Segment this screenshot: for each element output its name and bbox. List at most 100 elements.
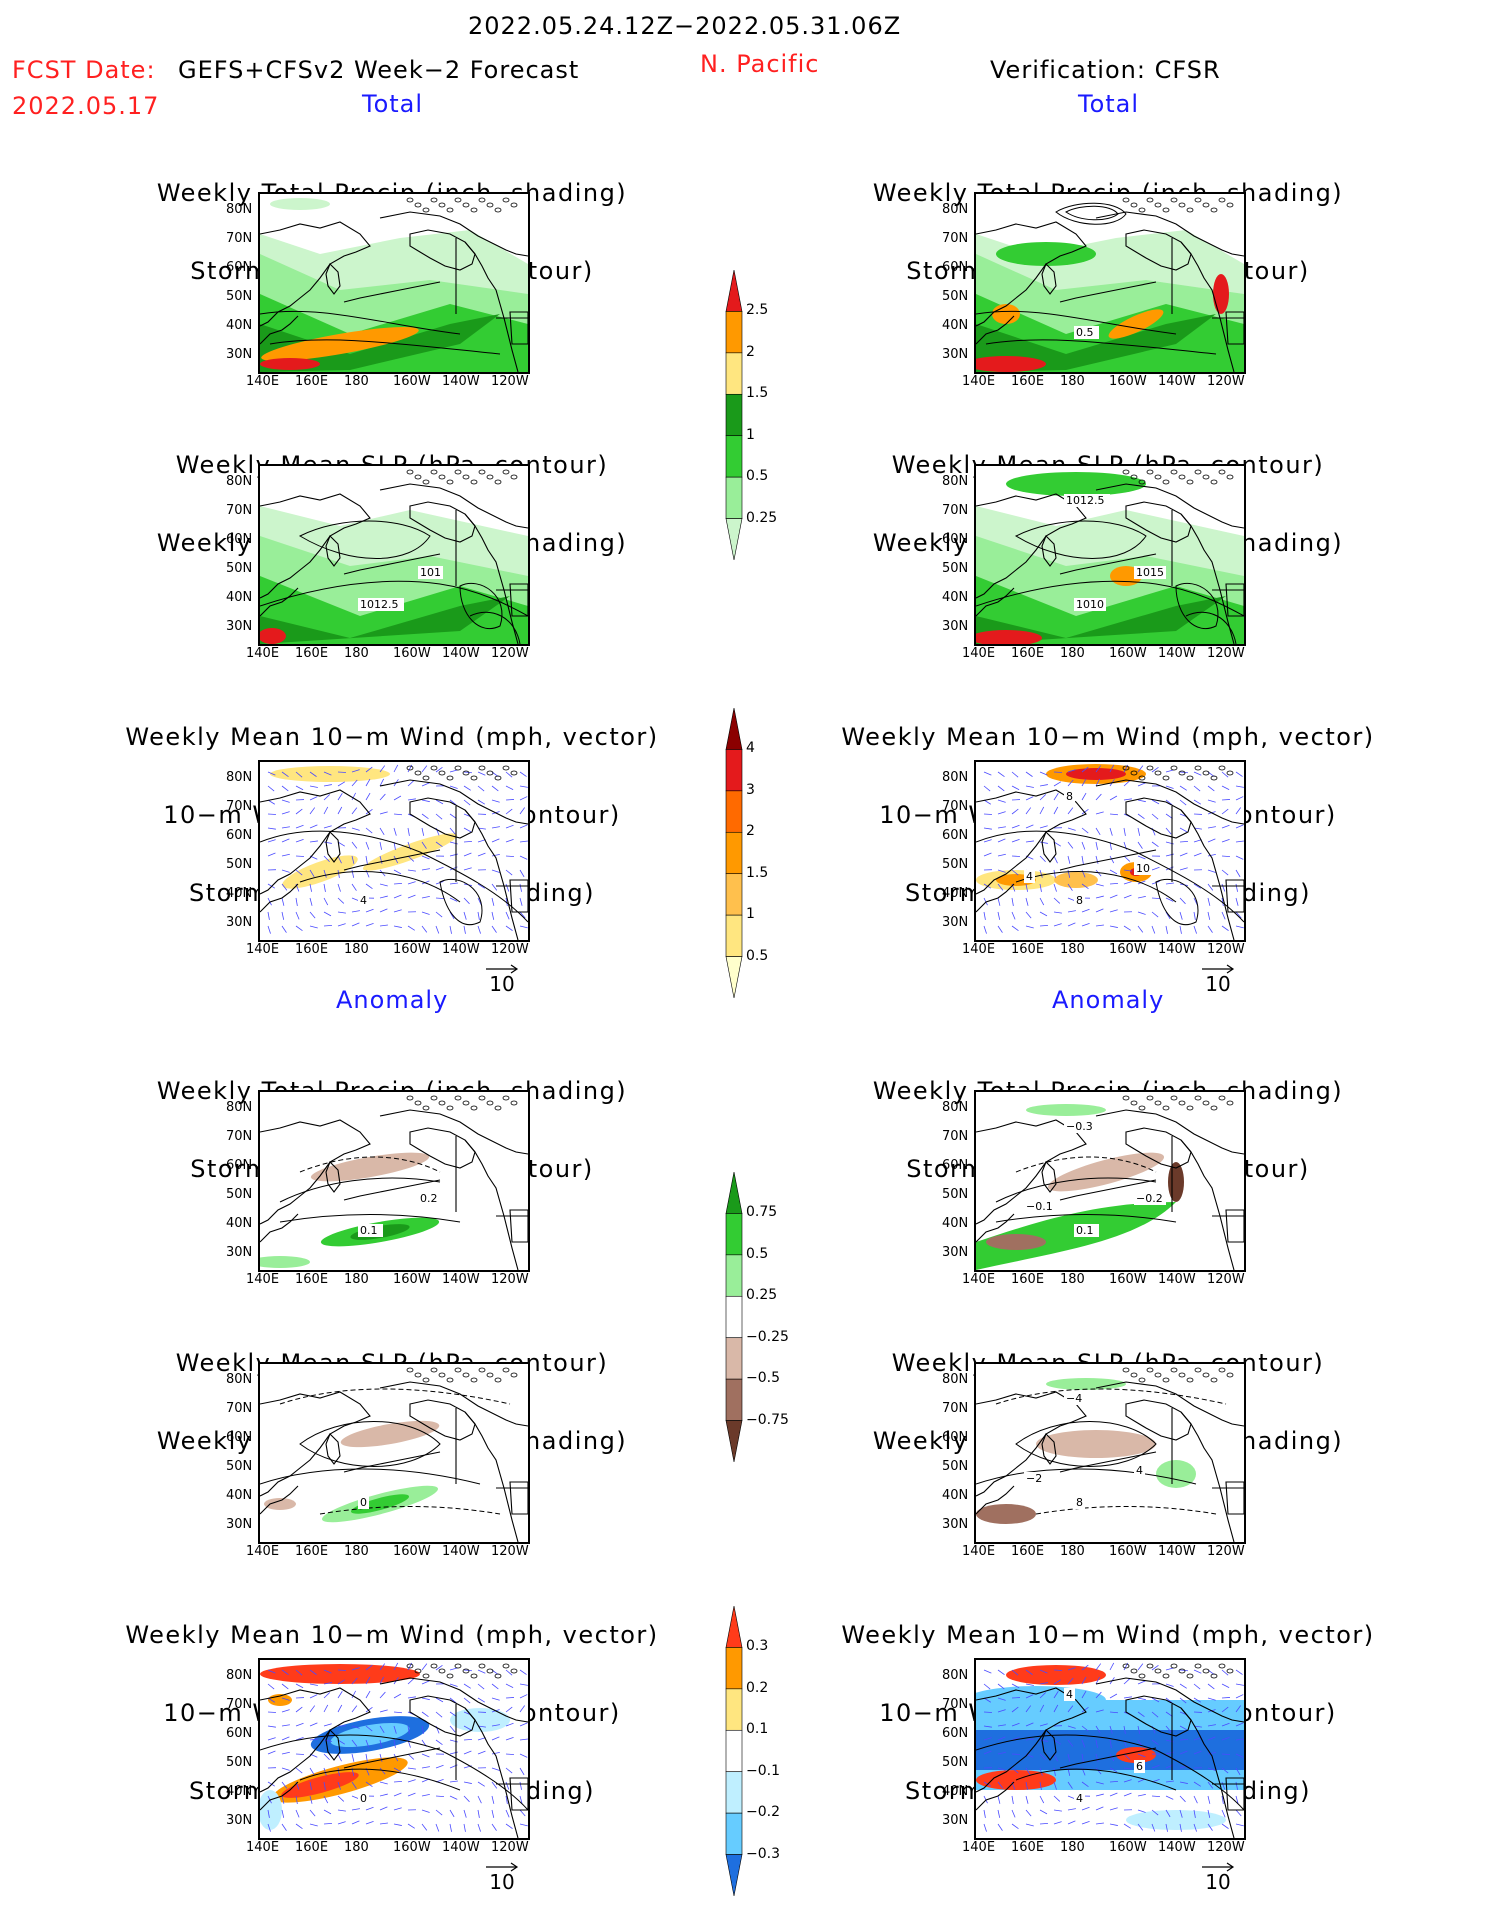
wind-vector — [1207, 785, 1215, 792]
wind-vector — [295, 869, 303, 876]
lon-tick-label: 120W — [1207, 646, 1245, 661]
wind-vector — [1165, 785, 1174, 789]
wind-vector — [323, 1795, 329, 1804]
island-outline — [406, 469, 414, 475]
contour-line — [260, 310, 461, 335]
island-outline — [1178, 770, 1186, 776]
lat-tick-label: 30N — [942, 915, 969, 930]
coastline — [260, 1781, 299, 1811]
wind-vector — [1039, 784, 1048, 787]
island-outline — [1154, 770, 1162, 776]
wind-vector — [1165, 1823, 1168, 1832]
wind-vector — [323, 1739, 332, 1742]
shading-region — [976, 596, 1226, 644]
wind-vector — [449, 1697, 457, 1704]
contour-line — [976, 830, 1244, 923]
coastline — [1041, 535, 1057, 567]
wind-vector — [491, 826, 500, 829]
wind-vector — [337, 1669, 347, 1671]
section-total-right: Total — [1078, 90, 1140, 118]
wind-vector — [1193, 771, 1202, 776]
wind-vector — [463, 1725, 472, 1731]
island-outline — [1194, 1663, 1202, 1669]
wind-vector — [1025, 1767, 1031, 1776]
coastline — [1225, 1777, 1244, 1811]
wind-vector — [997, 869, 1006, 873]
wind-vector — [1221, 883, 1226, 892]
shading-region — [330, 1722, 410, 1748]
wind-vector — [1179, 827, 1188, 833]
wind-vector — [519, 807, 526, 815]
contour-label: 1010 — [1076, 598, 1104, 611]
wind-vector — [1235, 1683, 1244, 1686]
island-outline — [1226, 474, 1234, 480]
wind-vector — [267, 771, 276, 776]
wind-vector — [1011, 771, 1019, 778]
shading-region — [1116, 1747, 1156, 1763]
island-outline — [502, 1367, 510, 1373]
wind-vector — [1081, 778, 1087, 787]
contour-label-bg — [1064, 790, 1075, 803]
wind-vector — [505, 1697, 515, 1699]
wind-vector — [1095, 1725, 1101, 1734]
wind-vector — [505, 1736, 514, 1741]
colorbar-label: 0.5 — [746, 947, 769, 964]
wind-vector — [393, 1823, 402, 1826]
wind-vector — [1095, 778, 1101, 787]
coastline — [325, 1433, 341, 1465]
wind-vector — [267, 1750, 276, 1755]
fcst-date-label: FCST Date: — [12, 56, 156, 84]
wind-vector — [421, 827, 425, 836]
contour-label: 8 — [1076, 894, 1083, 907]
island-outline — [478, 1663, 486, 1669]
wind-vector — [295, 1753, 305, 1755]
wind-vector — [1039, 855, 1046, 863]
wind-vector — [309, 897, 313, 906]
wind-vector — [1193, 1823, 1197, 1832]
wind-vector — [365, 1676, 371, 1685]
wind-vector — [1095, 1663, 1102, 1671]
wind-vector — [1025, 1809, 1032, 1817]
lon-tick-label: 180 — [344, 1840, 369, 1855]
island-outline — [438, 770, 446, 776]
wind-vector — [1039, 1781, 1042, 1790]
wind-vector — [477, 925, 481, 934]
island-outline — [454, 469, 462, 475]
wind-vector — [1053, 1795, 1061, 1802]
wind-vector — [983, 1669, 992, 1674]
wind-vector — [477, 883, 485, 889]
coastline — [509, 1481, 528, 1515]
island-outline — [486, 770, 494, 776]
wind-vector — [505, 771, 513, 778]
lon-tick-label: 140E — [962, 374, 996, 389]
wind-vector — [309, 869, 315, 878]
lat-tick-label: 30N — [226, 915, 253, 930]
shading-region — [996, 242, 1096, 266]
coastline — [325, 535, 341, 567]
wind-vector — [365, 922, 374, 927]
wind-vector — [1109, 1711, 1119, 1714]
wind-vector — [1165, 925, 1168, 934]
wind-vector — [1109, 1693, 1118, 1699]
wind-vector — [1235, 1705, 1242, 1713]
island-outline — [414, 1668, 422, 1674]
wind-vector — [421, 1711, 429, 1718]
contour-line — [1055, 202, 1127, 225]
coastline — [976, 1119, 1087, 1225]
wind-vector — [1053, 1781, 1057, 1790]
island-outline — [462, 770, 470, 776]
shading-region — [1026, 1104, 1106, 1116]
colorbar-cell — [725, 1606, 743, 1648]
wind-vector — [1039, 1682, 1048, 1685]
wind-vector — [1039, 771, 1048, 776]
wind-vector — [393, 909, 402, 913]
island-outline — [462, 1372, 470, 1378]
wind-vector — [337, 1753, 342, 1762]
lon-tick-label: 140E — [962, 1544, 996, 1559]
wind-vector — [309, 796, 318, 801]
shading-region — [270, 198, 330, 210]
wind-vector — [1039, 1822, 1049, 1825]
contour-line — [439, 878, 483, 925]
island-outline — [1210, 479, 1218, 485]
wind-vector — [393, 1739, 396, 1748]
